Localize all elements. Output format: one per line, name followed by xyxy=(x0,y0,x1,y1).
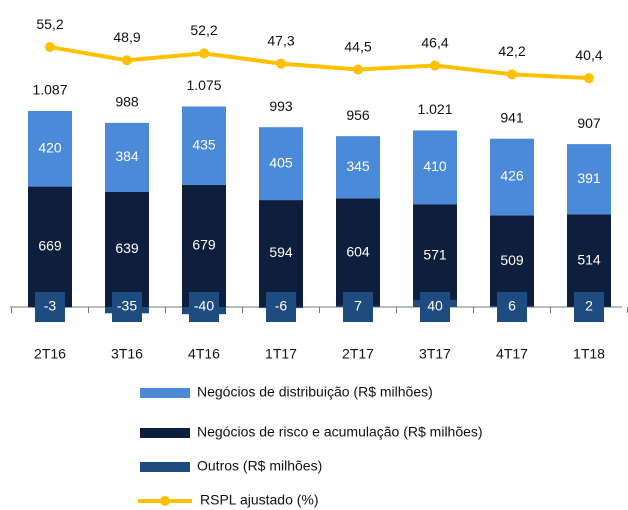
legend-label: Outros (R$ milhões) xyxy=(197,458,322,474)
x-tick-label: 4T16 xyxy=(188,346,220,362)
x-tick-label: 1T17 xyxy=(265,346,297,362)
legend-swatch xyxy=(160,496,170,506)
legend-label: Negócios de distribuição (R$ milhões) xyxy=(197,384,433,400)
bar-label: 435 xyxy=(192,136,216,152)
bar-segment xyxy=(490,215,534,307)
bar-segment xyxy=(105,307,149,314)
bar-label: 420 xyxy=(38,139,62,155)
bar-label: 426 xyxy=(500,168,524,184)
x-tick-label: 1T18 xyxy=(573,346,605,362)
total-label: 1.075 xyxy=(186,77,221,93)
total-label: 941 xyxy=(500,109,524,125)
bar-label: 594 xyxy=(269,244,293,260)
total-label: 907 xyxy=(577,115,601,131)
bar-label: 40 xyxy=(427,298,443,314)
line-point xyxy=(45,42,55,53)
bar-segment xyxy=(28,186,72,307)
bar-segment xyxy=(413,130,457,205)
bar-label: 669 xyxy=(38,237,62,253)
total-label: 988 xyxy=(115,94,139,110)
bar-label: 6 xyxy=(508,298,516,314)
line-point xyxy=(430,60,440,71)
legend-label: RSPL ajustado (%) xyxy=(200,492,319,508)
bar-segment xyxy=(259,307,303,309)
bar-label: 604 xyxy=(346,243,370,259)
bar-segment xyxy=(567,144,611,215)
bar-label: 571 xyxy=(423,246,447,262)
bar-segment xyxy=(182,106,226,185)
line-point xyxy=(199,48,209,59)
bar-label: -35 xyxy=(117,298,137,314)
bar-segment xyxy=(413,204,457,307)
bar-label: -40 xyxy=(194,298,214,314)
bar-segment xyxy=(413,299,457,307)
x-tick-label: 4T17 xyxy=(496,346,528,362)
total-label: 956 xyxy=(346,107,370,123)
legend-label: Negócios de risco e acumulação (R$ milhõ… xyxy=(197,424,483,440)
x-tick-label: 2T16 xyxy=(34,346,66,362)
bar-label: 391 xyxy=(577,170,601,186)
line-point xyxy=(584,73,594,84)
bar-segment xyxy=(28,110,72,187)
bar-label: 410 xyxy=(423,158,447,174)
bar-label: 345 xyxy=(346,158,370,174)
bar-label: -6 xyxy=(275,298,288,314)
line xyxy=(49,45,590,81)
bar-segment xyxy=(182,307,226,315)
line-label: 52,2 xyxy=(190,22,217,38)
total-label: 1.087 xyxy=(32,82,67,98)
total-label: 1.021 xyxy=(417,101,452,117)
bar-label: 384 xyxy=(115,148,139,164)
bar-segment xyxy=(336,136,380,199)
line-label: 55,2 xyxy=(36,16,63,32)
line-label: 40,4 xyxy=(575,47,602,63)
line-label: 48,9 xyxy=(113,29,140,45)
line-point xyxy=(353,64,363,75)
legend-swatch xyxy=(140,388,190,398)
legend-swatch xyxy=(140,428,190,438)
bar-segment xyxy=(490,305,534,307)
bar-label: 7 xyxy=(354,298,362,314)
bar-segment xyxy=(105,122,149,192)
line-label: 42,2 xyxy=(498,43,525,59)
x-tick-label: 2T17 xyxy=(342,346,374,362)
bar-label: 514 xyxy=(577,251,601,267)
line-label: 47,3 xyxy=(267,32,294,48)
bar-label: 509 xyxy=(500,252,524,268)
x-tick-label: 3T17 xyxy=(419,346,451,362)
bar-segment xyxy=(259,127,303,201)
bar-label: -3 xyxy=(44,298,57,314)
line-point xyxy=(276,58,286,69)
bar-segment xyxy=(105,191,149,307)
bar-label: 679 xyxy=(192,237,216,253)
bar-segment xyxy=(182,184,226,307)
bar-segment xyxy=(28,307,72,308)
bar-label: 639 xyxy=(115,240,139,256)
legend-swatch xyxy=(140,462,190,472)
total-label: 993 xyxy=(269,98,293,114)
bar-segment xyxy=(490,138,534,216)
x-tick-label: 3T16 xyxy=(111,346,143,362)
bar-segment xyxy=(259,200,303,307)
line-point xyxy=(507,69,517,80)
line-label: 44,5 xyxy=(344,38,371,54)
bar-label: 2 xyxy=(585,298,593,314)
bar-segment xyxy=(336,198,380,307)
bar-segment xyxy=(336,305,380,307)
line-label: 46,4 xyxy=(421,34,448,50)
bar-segment xyxy=(567,214,611,307)
bar-label: 405 xyxy=(269,154,293,170)
line-point xyxy=(122,55,132,66)
